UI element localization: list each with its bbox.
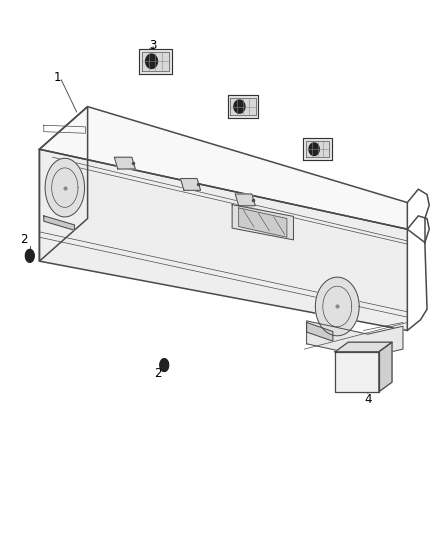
Text: 2: 2 (20, 233, 28, 246)
Polygon shape (307, 322, 333, 341)
Polygon shape (230, 98, 256, 115)
Text: 1: 1 (53, 71, 61, 84)
Polygon shape (180, 179, 201, 190)
Polygon shape (239, 208, 287, 237)
Polygon shape (39, 149, 407, 330)
Polygon shape (303, 138, 332, 160)
Polygon shape (114, 157, 135, 169)
Polygon shape (139, 49, 172, 74)
Polygon shape (335, 342, 392, 352)
Polygon shape (309, 143, 319, 156)
Polygon shape (315, 277, 359, 336)
Text: 3: 3 (150, 39, 157, 52)
Polygon shape (160, 359, 169, 372)
Polygon shape (45, 158, 85, 217)
Polygon shape (235, 194, 255, 206)
Polygon shape (44, 216, 74, 230)
Polygon shape (232, 205, 293, 240)
Polygon shape (379, 342, 392, 392)
Polygon shape (307, 321, 403, 357)
Polygon shape (25, 249, 34, 262)
Polygon shape (146, 54, 157, 68)
Polygon shape (228, 95, 258, 118)
Polygon shape (39, 107, 407, 229)
Polygon shape (39, 107, 88, 261)
Polygon shape (234, 100, 245, 113)
Text: 4: 4 (364, 393, 372, 406)
Text: 2: 2 (154, 367, 162, 379)
Polygon shape (306, 141, 329, 157)
Polygon shape (142, 52, 169, 71)
Polygon shape (335, 352, 379, 392)
